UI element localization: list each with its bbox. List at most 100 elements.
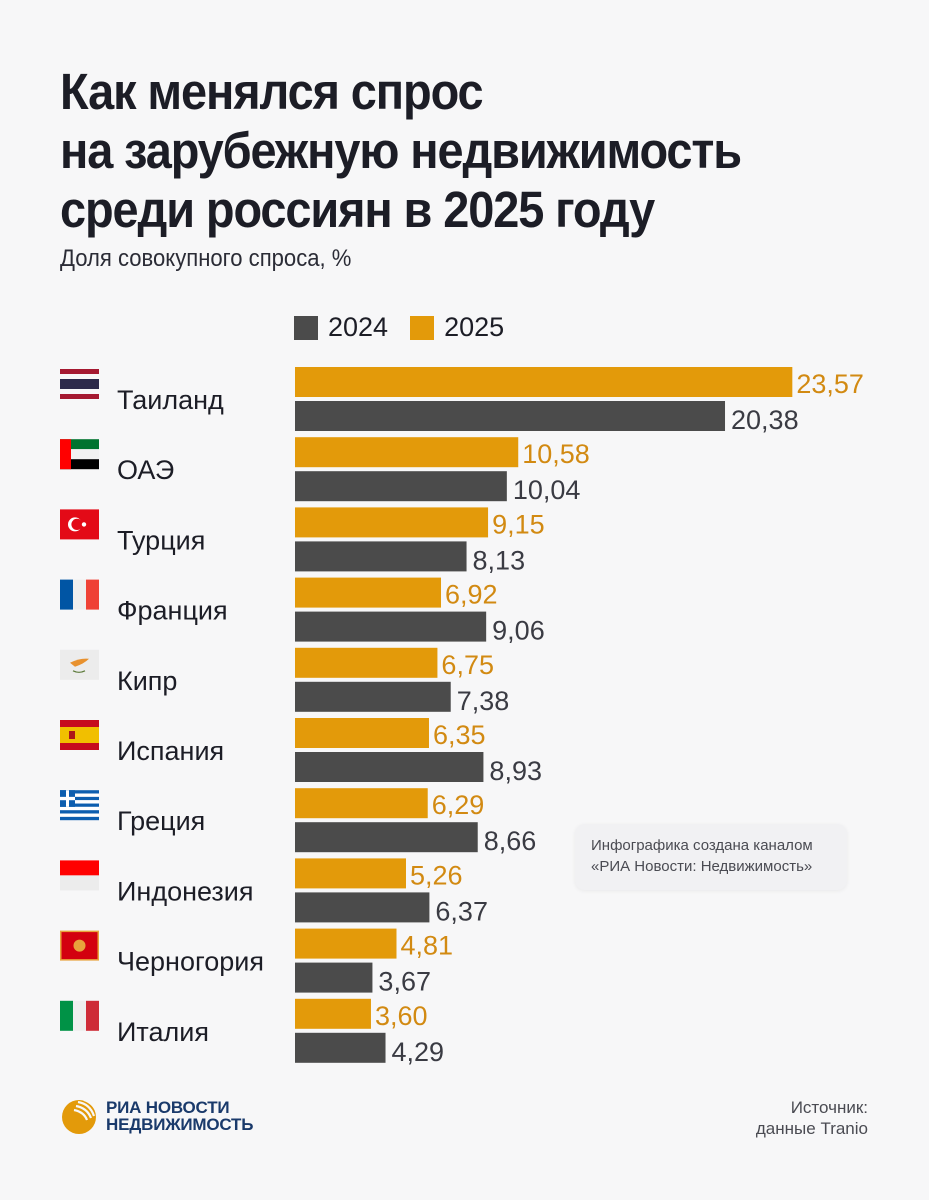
value-label-2024: 9,06 — [492, 616, 545, 646]
source-note: Источник: данные Tranio — [756, 1097, 868, 1139]
bar-2024 — [295, 822, 478, 853]
bar-2024 — [295, 611, 487, 642]
legend-swatch-2024 — [294, 315, 318, 340]
info-box-line-2: «РИА Новости: Недвижимость» — [591, 858, 813, 875]
flag-stripe — [60, 369, 99, 374]
country-label: Франция — [117, 596, 228, 626]
country-group: ОАЭ 10,58 10,04 — [60, 437, 590, 505]
flag-stripe — [60, 813, 99, 817]
value-label-2025: 4,81 — [400, 931, 453, 961]
info-box-line-1: Инфографика создана каналом — [591, 837, 813, 854]
spain-flag-icon — [60, 720, 99, 750]
flag-stripe — [73, 1000, 86, 1031]
flag-stripe — [60, 875, 99, 891]
bar-2025 — [295, 998, 371, 1029]
country-group: Испания 6,358,93 — [60, 718, 542, 786]
bar-2024 — [295, 401, 726, 431]
country-label: Индонезия — [117, 876, 254, 906]
ria-novosti-logo: РИА НОВОСТИ НЕДВИЖИМОСТЬ — [60, 1096, 253, 1136]
flag-stripe — [60, 743, 99, 750]
flag-stripe — [60, 449, 99, 460]
source-line-1: Источник: — [790, 1098, 868, 1117]
cyprus-flag-icon — [60, 649, 99, 680]
country-group: Франция 6,92 9,06 — [60, 577, 545, 646]
country-group: Индонезия 5,26 6,37 — [60, 858, 488, 926]
country-label: Турция — [117, 525, 205, 555]
bar-2025 — [295, 507, 489, 538]
country-label: Черногория — [117, 947, 264, 977]
bar-2024 — [295, 681, 451, 712]
value-label-2025: 10,58 — [522, 439, 590, 469]
value-label-2024: 8,13 — [473, 545, 526, 575]
country-label: ОАЭ — [117, 455, 174, 485]
country-label: Греция — [117, 806, 205, 836]
flag-stripe — [86, 1000, 99, 1031]
island — [70, 658, 89, 667]
title-line-3: среди россиян в 2025 году — [60, 181, 655, 238]
cross — [60, 796, 75, 801]
legend-swatch-2025 — [410, 315, 435, 340]
bar-2025 — [295, 858, 406, 889]
bar-2025 — [295, 788, 428, 819]
bar-2024 — [295, 892, 430, 923]
flag-stripe — [60, 806, 99, 811]
flag-stripe — [60, 796, 99, 801]
title-line-1: Как менялся спрос — [60, 63, 484, 120]
country-label: Таиланд — [117, 385, 224, 415]
flag-stripe — [60, 860, 99, 876]
value-label-2024: 8,66 — [484, 826, 537, 856]
flag-stripe — [60, 816, 99, 821]
legend: 2024 2025 — [294, 312, 504, 343]
italy-flag-icon — [60, 1000, 99, 1031]
country-group: Италия 3,60 4,29 — [60, 998, 445, 1067]
bar-2025 — [295, 718, 429, 748]
value-label-2025: 6,92 — [445, 580, 498, 610]
value-label-2024: 10,04 — [513, 475, 581, 505]
flag-stripe — [73, 579, 86, 610]
country-group: Таиланд 23,57 20,38 — [60, 367, 864, 435]
ria-globe-icon — [62, 1098, 99, 1134]
value-label-2024: 4,29 — [392, 1037, 445, 1067]
country-group: Кипр 6,75 7,38 — [60, 647, 510, 716]
bar-2024 — [295, 541, 467, 572]
value-label-2024: 20,38 — [731, 405, 799, 435]
coat-of-arms — [69, 731, 75, 739]
value-label-2024: 7,38 — [457, 686, 510, 716]
flag-stripe — [60, 459, 99, 470]
logo-line-1: РИА НОВОСТИ — [106, 1098, 230, 1117]
info-box: Инфографика создана каналом «РИА Новости… — [575, 824, 847, 890]
bar-2024 — [295, 471, 507, 502]
flag-stripe — [60, 379, 99, 389]
bar-2025 — [295, 928, 397, 959]
legend-label-2025: 2025 — [444, 312, 505, 342]
turkey-flag-icon — [60, 509, 99, 540]
bar-2025 — [295, 577, 442, 608]
flag-stripe — [60, 810, 99, 814]
source-line-2: данные Tranio — [755, 1119, 868, 1138]
bar-2025 — [295, 647, 438, 678]
eagle — [73, 939, 86, 952]
value-label-2025: 6,35 — [433, 720, 486, 750]
value-label-2024: 3,67 — [378, 967, 431, 997]
flag-stripe — [60, 790, 99, 794]
bar-2024 — [295, 752, 484, 782]
thailand-flag-icon — [60, 369, 99, 399]
flag-stripe — [60, 1000, 73, 1031]
flag-stripe — [86, 579, 99, 610]
value-label-2025: 6,29 — [432, 790, 485, 820]
country-label: Кипр — [117, 666, 177, 696]
bar-2024 — [295, 962, 373, 993]
logo-line-2: НЕДВИЖИМОСТЬ — [106, 1115, 254, 1134]
flag-stripe — [60, 800, 99, 804]
bar-2024 — [295, 1032, 386, 1063]
indonesia-flag-icon — [60, 860, 99, 891]
olive-branches — [72, 670, 86, 673]
montenegro-flag-icon — [60, 930, 99, 961]
country-label: Испания — [117, 736, 224, 766]
value-label-2025: 3,60 — [375, 1001, 428, 1031]
flag-stripe — [60, 793, 99, 797]
legend-label-2024: 2024 — [328, 312, 389, 342]
value-label-2024: 6,37 — [435, 896, 488, 926]
country-group: Турция 9,15 8,13 — [60, 507, 545, 575]
